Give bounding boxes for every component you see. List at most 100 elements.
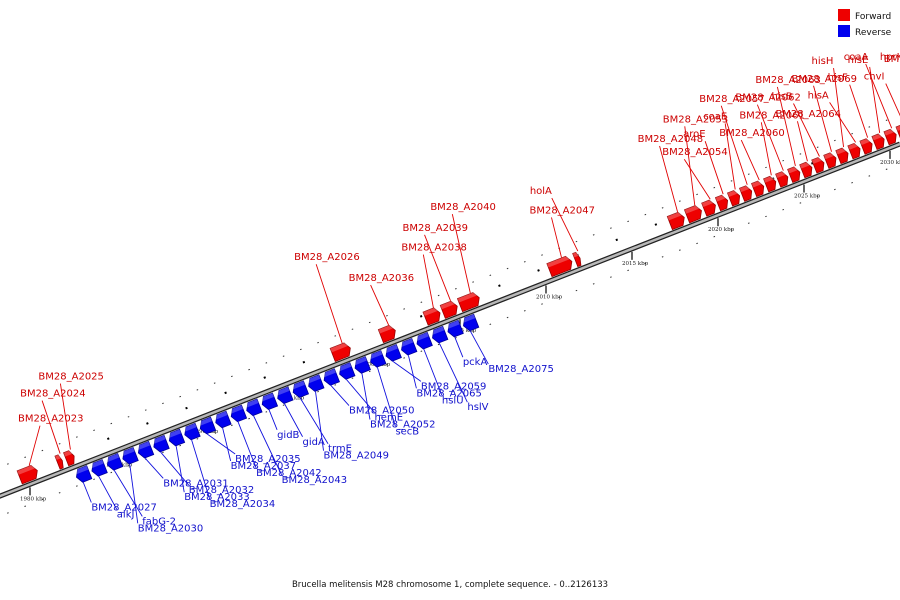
gene-arrow[interactable] <box>811 156 827 174</box>
gene-arrow[interactable] <box>895 123 900 141</box>
gene-arrow[interactable] <box>275 386 294 405</box>
forward-gene-BM28_A2038[interactable] <box>422 306 443 326</box>
gene-arrow[interactable] <box>213 410 232 429</box>
gene-arrow[interactable] <box>414 331 433 350</box>
gene-arrow[interactable] <box>430 325 449 344</box>
gene-arrow[interactable] <box>445 319 464 338</box>
forward-gene-BM28_A2025[interactable] <box>63 449 77 467</box>
gene-arrow[interactable] <box>368 350 387 369</box>
forward-gene-BM28_A2062[interactable] <box>775 170 791 188</box>
forward-gene-coaA[interactable] <box>883 127 899 146</box>
gene-arrow[interactable] <box>105 453 124 472</box>
gene-arrow[interactable] <box>835 147 851 165</box>
forward-gene-hisF[interactable] <box>859 137 875 155</box>
gene-arrow[interactable] <box>461 313 480 332</box>
reverse-gene-fabG-2[interactable] <box>104 453 124 472</box>
forward-gene-coaE[interactable] <box>726 189 742 207</box>
gene-arrow[interactable] <box>306 374 325 393</box>
gene-arrow[interactable] <box>291 380 310 399</box>
reverse-gene-BM28_A2049[interactable] <box>306 374 325 393</box>
gene-arrow[interactable] <box>859 137 875 155</box>
forward-gene-BM28_A2026[interactable] <box>329 341 353 362</box>
forward-gene-BM28_A2053[interactable] <box>683 204 704 224</box>
gene-arrow[interactable] <box>871 133 887 151</box>
forward-gene-aroE[interactable] <box>714 193 730 212</box>
gene-arrow[interactable] <box>136 440 155 459</box>
forward-gene-hisA[interactable] <box>847 142 863 160</box>
gene-arrow[interactable] <box>666 211 687 231</box>
reverse-gene-BM28_A2031[interactable] <box>135 440 155 459</box>
gene-arrow[interactable] <box>16 464 40 485</box>
gene-arrow[interactable] <box>167 428 186 447</box>
forward-gene-BM28_A2048[interactable] <box>666 210 687 231</box>
gene-arrow[interactable] <box>198 416 217 435</box>
forward-gene-chvI[interactable] <box>895 123 900 141</box>
reverse-gene-BM28_A2050[interactable] <box>321 368 341 387</box>
gene-arrow[interactable] <box>244 398 263 417</box>
gene-arrow[interactable] <box>182 422 201 441</box>
gene-arrow[interactable] <box>74 465 93 484</box>
reverse-gene-BM28_A2032[interactable] <box>151 434 170 453</box>
gene-arrow[interactable] <box>329 342 353 362</box>
gene-arrow[interactable] <box>229 404 248 423</box>
reverse-gene-gidB[interactable] <box>259 392 279 411</box>
gene-arrow[interactable] <box>739 185 755 202</box>
reverse-gene-BM28_A2035[interactable] <box>197 416 217 435</box>
gene-arrow[interactable] <box>847 142 863 160</box>
gene-arrow[interactable] <box>353 356 371 375</box>
forward-gene-BM28_A2040[interactable] <box>456 291 481 313</box>
reverse-gene-BM28_A2034[interactable] <box>182 422 201 441</box>
forward-gene-BM28_A2024[interactable] <box>54 454 65 470</box>
forward-gene-BM28_A2063[interactable] <box>787 165 803 183</box>
gene-arrow[interactable] <box>151 434 170 453</box>
reverse-gene-BM28_A2043[interactable] <box>244 398 263 417</box>
forward-gene-BM28_A2060[interactable] <box>751 179 767 198</box>
reverse-gene-pckA[interactable] <box>445 319 464 338</box>
forward-gene-BM28_A2047[interactable] <box>546 254 575 278</box>
forward-gene-BM28_A2023[interactable] <box>16 463 40 485</box>
reverse-gene-BM28_A2033[interactable] <box>166 428 186 447</box>
reverse-gene-BM28_A2030[interactable] <box>120 446 139 465</box>
forward-gene-hisB[interactable] <box>811 156 827 174</box>
gene-arrow[interactable] <box>456 291 481 313</box>
gene-arrow[interactable] <box>260 392 279 411</box>
gene-arrow[interactable] <box>383 344 402 363</box>
reverse-gene-BM28_A2042[interactable] <box>228 404 248 423</box>
forward-gene-BM28_A2057[interactable] <box>739 184 755 202</box>
reverse-gene-BM28_A2037[interactable] <box>213 410 232 429</box>
gene-arrow[interactable] <box>683 204 704 224</box>
gene-arrow[interactable] <box>546 255 575 278</box>
reverse-gene-hemE[interactable] <box>337 362 356 381</box>
gene-arrow[interactable] <box>422 306 443 326</box>
gene-arrow[interactable] <box>322 368 341 387</box>
gene-arrow[interactable] <box>89 459 108 478</box>
gene-arrow[interactable] <box>751 180 767 198</box>
gene-arrow[interactable] <box>337 362 356 381</box>
gene-arrow[interactable] <box>714 194 730 212</box>
gene-arrow[interactable] <box>120 446 139 465</box>
forward-gene-BM28_A2064[interactable] <box>799 160 815 179</box>
reverse-gene-alkJ[interactable] <box>89 459 108 478</box>
reverse-gene-BM28_A2027[interactable] <box>73 465 93 484</box>
reverse-gene-BM28_A2059[interactable] <box>383 344 402 363</box>
forward-gene-BM28_A2069[interactable] <box>823 151 839 169</box>
reverse-gene-secB[interactable] <box>368 350 387 369</box>
gene-arrow[interactable] <box>883 128 899 146</box>
gene-arrow[interactable] <box>63 450 77 467</box>
forward-gene-BM28_A2036[interactable] <box>377 323 398 344</box>
gene-arrow[interactable] <box>572 251 583 268</box>
gene-arrow[interactable] <box>823 152 839 169</box>
gene-arrow[interactable] <box>399 337 418 356</box>
forward-gene-BM28_A2039[interactable] <box>439 299 460 319</box>
reverse-gene-BM28_A2065[interactable] <box>398 337 418 356</box>
gene-arrow[interactable] <box>54 454 65 470</box>
reverse-gene-hslU[interactable] <box>414 331 433 350</box>
gene-arrow[interactable] <box>799 161 815 179</box>
gene-arrow[interactable] <box>377 324 398 344</box>
reverse-gene-trmE[interactable] <box>290 380 310 399</box>
forward-gene-holA[interactable] <box>572 251 583 268</box>
gene-arrow[interactable] <box>775 170 791 188</box>
reverse-gene-BM28_A2075[interactable] <box>460 313 480 332</box>
forward-gene-BM28_A2054[interactable] <box>701 198 718 217</box>
forward-gene-hisE[interactable] <box>871 132 887 151</box>
